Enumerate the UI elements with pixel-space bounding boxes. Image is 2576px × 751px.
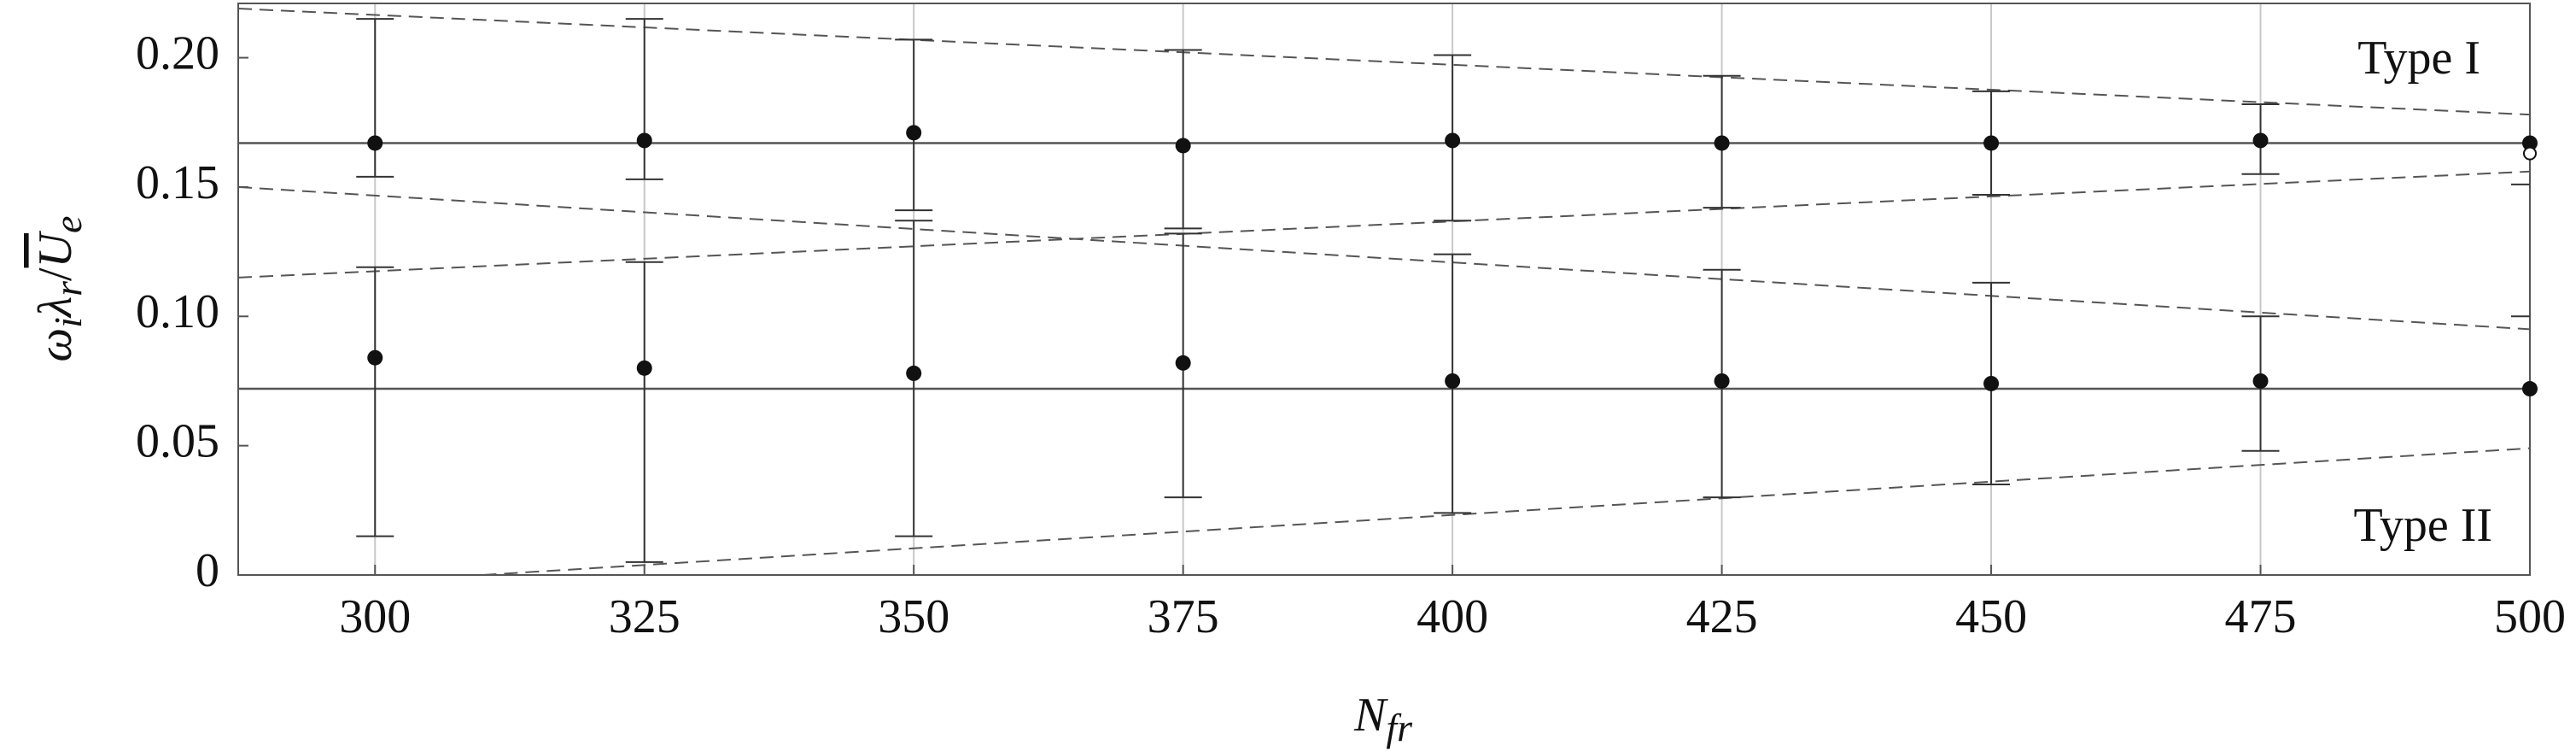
- data-point: [367, 135, 383, 151]
- annotation: Type II: [2354, 499, 2492, 552]
- y-tick-label: 0.05: [136, 414, 219, 467]
- data-point: [636, 360, 652, 376]
- x-label-subscript: fr: [1386, 706, 1413, 749]
- dashed-line: [237, 185, 2531, 331]
- data-point: [2252, 132, 2269, 149]
- y-label-part: ω: [29, 328, 82, 362]
- data-point: [1714, 373, 1730, 389]
- y-label-part: λ: [29, 296, 82, 319]
- x-tick-label: 300: [339, 590, 411, 643]
- x-label-base: N: [1353, 689, 1388, 742]
- dashed-line: [237, 8, 2531, 116]
- data-point: [1445, 132, 1461, 149]
- open-point: [2523, 146, 2537, 161]
- annotation: Type I: [2357, 32, 2480, 85]
- x-tick-label: 325: [609, 590, 681, 643]
- data-point: [1714, 135, 1730, 151]
- data-point: [2522, 381, 2538, 397]
- y-label-part: i: [46, 317, 90, 328]
- data-point: [636, 132, 652, 149]
- x-tick-label: 500: [2494, 590, 2566, 643]
- x-tick-label: 450: [1955, 590, 2027, 643]
- data-point: [1445, 373, 1461, 389]
- data-point: [367, 349, 383, 366]
- y-label-part: U: [29, 230, 82, 267]
- y-tick-label: 0.15: [136, 156, 219, 209]
- dashed-line: [482, 447, 2531, 576]
- y-axis-label: ωiλr/Ue: [29, 216, 90, 362]
- data-point: [1983, 375, 2000, 391]
- x-tick-label: 475: [2225, 590, 2297, 643]
- data-point: [1175, 355, 1191, 371]
- data-point: [2252, 373, 2269, 389]
- plot-frame: [237, 3, 2531, 576]
- data-point: [2522, 135, 2538, 151]
- data-point: [1175, 138, 1191, 154]
- x-tick-label: 425: [1686, 590, 1758, 643]
- data-point: [906, 365, 922, 381]
- data-point: [1983, 135, 2000, 151]
- data-point: [906, 125, 922, 141]
- x-axis-label: Nfr: [1353, 689, 1413, 749]
- y-tick-label: 0.20: [136, 26, 219, 79]
- x-tick-label: 400: [1417, 590, 1488, 643]
- y-tick-label: 0: [196, 544, 219, 597]
- x-tick-label: 375: [1148, 590, 1219, 643]
- y-label-part: /: [29, 267, 82, 281]
- y-tick-label: 0.10: [136, 285, 219, 338]
- y-label-part: e: [46, 216, 90, 233]
- dashed-line: [237, 170, 2531, 279]
- y-label-part: r: [46, 280, 90, 296]
- x-tick-label: 350: [878, 590, 949, 643]
